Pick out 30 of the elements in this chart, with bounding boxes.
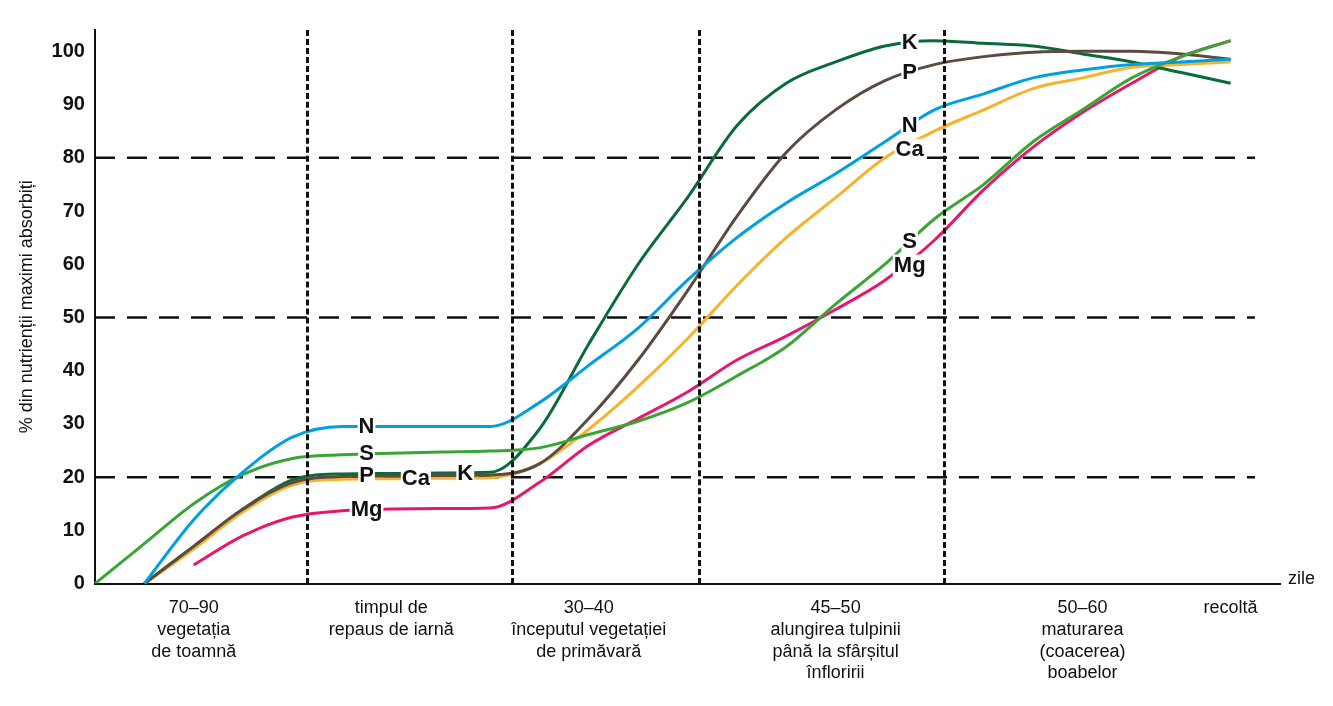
x-tick-label: 70–90 vegetația de toamnă <box>151 597 238 661</box>
x-tick-label: timpul de repaus de iarnă <box>328 597 455 639</box>
y-tick-label: 20 <box>62 464 85 487</box>
text: S <box>359 440 374 466</box>
series-label: P <box>902 58 918 84</box>
y-tick-label: 0 <box>73 571 85 594</box>
y-tick-label: 50 <box>62 304 85 327</box>
y-tick-label: 80 <box>62 145 85 168</box>
y-tick-label: 10 <box>62 517 85 540</box>
y-axis-title: % din nutrienții maximi absorbiți <box>15 180 36 434</box>
y-tick-label: 60 <box>62 251 85 274</box>
y-tick-label: 30 <box>62 411 85 434</box>
series-label: S <box>902 227 918 253</box>
x-tick-label: recoltă <box>1203 597 1259 618</box>
y-tick-label: 90 <box>62 92 85 115</box>
text: K <box>457 459 474 485</box>
y-tick-label: 70 <box>62 198 85 221</box>
x-tick-label: 30–40 începutul vegetației de primăvară <box>510 597 667 661</box>
x-axis-title: zile <box>1288 567 1316 588</box>
series-label: Mg <box>350 495 383 521</box>
text: Mg <box>893 251 926 277</box>
series-label: N <box>901 111 918 137</box>
series-label: K <box>901 29 918 55</box>
y-tick-label: 40 <box>62 358 85 381</box>
y-tick-label: 100 <box>51 38 85 61</box>
text: N <box>358 412 375 438</box>
x-tick-label: 45–50 alungirea tulpinii până la sfârșitul înfloririi <box>770 597 901 683</box>
x-tick-label: 50–60 maturarea (coacerea) boabelor <box>1039 597 1126 683</box>
text: Ca <box>401 465 430 491</box>
series-label: Ca <box>895 135 925 161</box>
